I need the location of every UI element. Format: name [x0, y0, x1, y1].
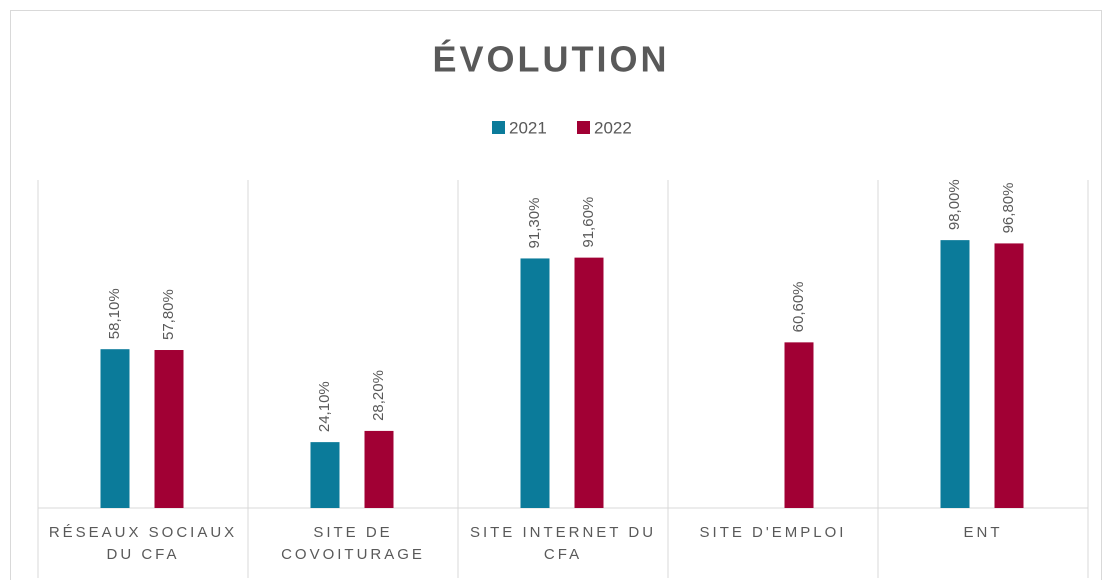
x-tick-label: ENT — [963, 524, 1003, 541]
data-label: 28,20% — [370, 370, 387, 421]
bar — [574, 257, 604, 508]
x-tick-label: SITE INTERNET DU CFA — [469, 524, 657, 563]
bar — [154, 350, 184, 508]
data-label: 24,10% — [316, 381, 333, 432]
legend-swatch — [492, 121, 505, 134]
data-label: 98,00% — [946, 179, 963, 230]
data-label: 91,30% — [526, 198, 543, 249]
bar — [310, 442, 340, 508]
data-label: 58,10% — [106, 288, 123, 339]
bar — [520, 258, 550, 508]
x-tick-label: SITE DE COVOITURAGE — [281, 524, 425, 563]
data-label: 57,80% — [160, 289, 177, 340]
bar — [784, 342, 814, 508]
legend-label: 2022 — [594, 118, 632, 137]
bar — [100, 349, 130, 508]
legend-swatch — [577, 121, 590, 134]
data-label: 60,60% — [790, 281, 807, 332]
bar — [364, 430, 394, 508]
x-tick-label: RÉSEAUX SOCIAUX DU CFA — [48, 524, 238, 563]
bar — [994, 243, 1024, 508]
x-tick-label: SITE D'EMPLOI — [699, 524, 847, 541]
legend-label: 2021 — [509, 118, 547, 137]
data-label: 91,60% — [580, 197, 597, 248]
bar — [940, 240, 970, 508]
chart-title: ÉVOLUTION — [432, 39, 669, 80]
data-label: 96,80% — [1000, 183, 1017, 234]
